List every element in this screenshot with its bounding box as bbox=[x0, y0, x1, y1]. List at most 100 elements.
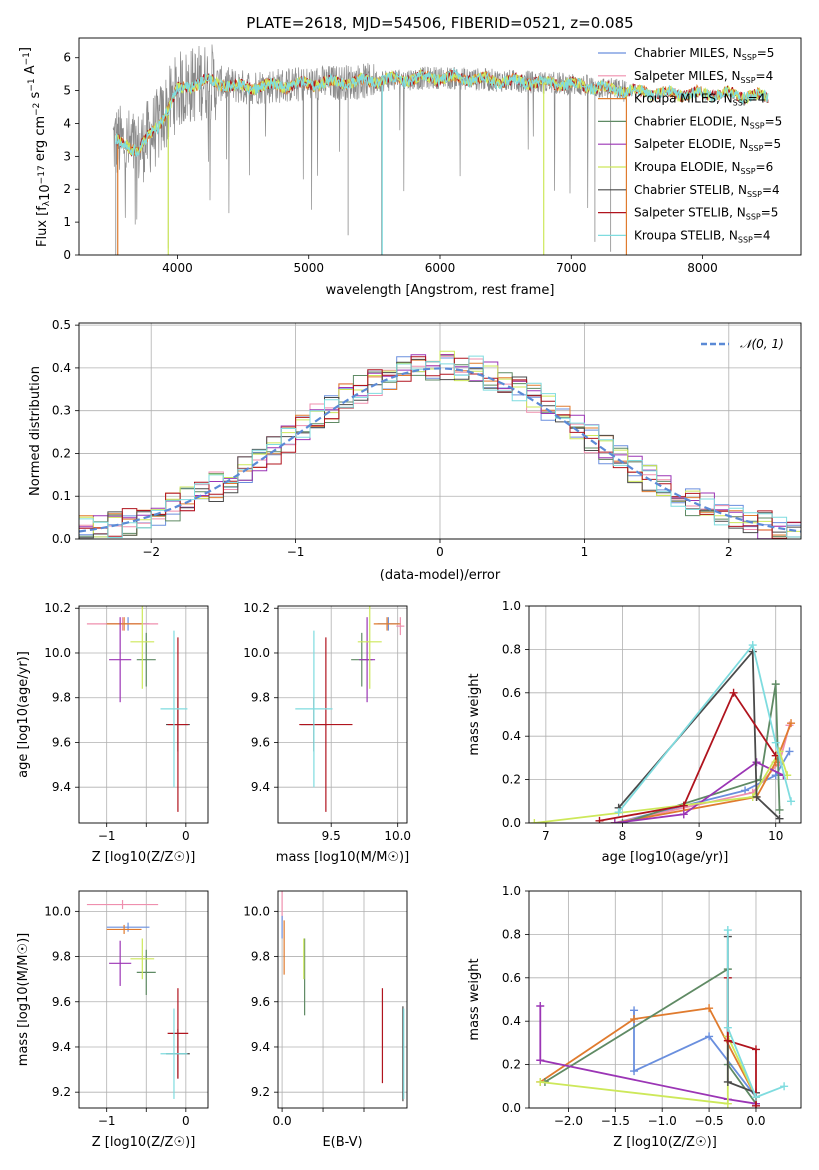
y-tick-label: 0.4 bbox=[502, 1014, 521, 1028]
weight-marker-kroupa-stelib bbox=[780, 1082, 789, 1091]
x-axis-label: Z [log10(Z/Z☉)] bbox=[92, 850, 196, 865]
plot-area bbox=[536, 926, 789, 1108]
weight-line-salpeter-elodie bbox=[539, 1006, 757, 1105]
y-tick-label: 0.4 bbox=[502, 729, 521, 743]
weight-line-kroupa-stelib bbox=[617, 643, 792, 813]
y-tick-label: 9.2 bbox=[52, 1085, 71, 1099]
legend-sub: SSP bbox=[741, 167, 756, 176]
legend-text: Salpeter ELODIE, N bbox=[634, 137, 748, 151]
y-tick-label: 0 bbox=[63, 248, 71, 262]
model-line-kroupa-stelib bbox=[115, 67, 769, 157]
weight-marker-chabrier-stelib bbox=[775, 814, 784, 823]
weight-marker-chabrier-miles bbox=[630, 1006, 639, 1015]
legend-text: Salpeter MILES, N bbox=[634, 69, 741, 83]
weight-marker-chabrier-stelib bbox=[752, 792, 761, 801]
ylabel-part: erg cm bbox=[33, 116, 48, 165]
x-tick-label: 0 bbox=[182, 829, 190, 843]
y-axis-label: mass [log10(M/M☉)] bbox=[16, 933, 31, 1066]
normal-curve-legend-label: 𝒩(0, 1) bbox=[740, 337, 784, 351]
x-tick-label: −2.0 bbox=[554, 1114, 583, 1128]
y-tick-label: 0.0 bbox=[502, 1101, 521, 1115]
plot-area bbox=[281, 891, 405, 1102]
y-tick-label: 10.0 bbox=[243, 646, 270, 660]
x-axis-label: age [log10(age/yr)] bbox=[602, 850, 729, 865]
figure-title: PLATE=2618, MJD=54506, FIBERID=0521, z=0… bbox=[246, 14, 633, 32]
x-tick-label: 9.5 bbox=[322, 829, 341, 843]
x-tick-label: −1 bbox=[98, 1114, 116, 1128]
mass-vs-ebv-panel: 0.0 9.2 9.4 9.6 9.8 10.0 E(B-V) bbox=[243, 890, 408, 1150]
y-tick-label: 0.8 bbox=[502, 642, 521, 656]
y-tick-label: 0.3 bbox=[52, 404, 71, 418]
x-tick-label: 0.0 bbox=[273, 1114, 292, 1128]
weight-marker-chabrier-elodie bbox=[618, 819, 627, 823]
legend-text: Kroupa MILES, N bbox=[634, 92, 733, 106]
y-tick-label: 9.8 bbox=[52, 691, 71, 705]
ylabel-part: A bbox=[23, 65, 38, 78]
x-tick-label: 10.0 bbox=[384, 829, 411, 843]
spectrum-lines bbox=[112, 44, 769, 255]
weight-marker-kroupa-elodie bbox=[536, 1077, 545, 1086]
weight-marker-kroupa-stelib bbox=[614, 808, 623, 817]
y-tick-label: 9.8 bbox=[251, 950, 270, 964]
histogram-series bbox=[79, 350, 801, 539]
x-tick-label: 8 bbox=[619, 829, 627, 843]
legend-tail: =5 bbox=[765, 114, 783, 128]
y-tick-label: 10.0 bbox=[44, 646, 71, 660]
histogram-salpeter-stelib bbox=[79, 356, 801, 539]
mass-weight-vs-Z-panel: −2.0 −1.5 −1.0 −0.5 0.0 0.0 0.2 0.4 0.6 0.8 1.0 Z [… bbox=[467, 884, 802, 1150]
x-tick-label: 5000 bbox=[293, 261, 324, 275]
y-tick-label: 0.6 bbox=[502, 971, 521, 985]
weight-marker-chabrier-elodie bbox=[775, 805, 784, 814]
weight-line-kroupa-miles bbox=[614, 722, 792, 823]
y-tick-label: 9.6 bbox=[251, 995, 270, 1009]
y-tick-label: 0.0 bbox=[502, 816, 521, 830]
y-tick-label: 0.1 bbox=[52, 489, 71, 503]
weight-marker-salpeter-stelib bbox=[679, 801, 688, 810]
legend-sub: SSP bbox=[741, 76, 756, 85]
y-tick-label: 10.2 bbox=[44, 601, 71, 615]
histogram-chabrier-stelib bbox=[79, 358, 801, 539]
y-tick-label: 9.4 bbox=[52, 780, 71, 794]
x-tick-label: 0 bbox=[182, 1114, 190, 1128]
x-tick-label: 9 bbox=[695, 829, 703, 843]
histogram-xlabel: (data-model)/error bbox=[380, 568, 501, 583]
ylabel-part: s bbox=[28, 91, 43, 102]
weight-marker-salpeter-stelib bbox=[751, 1045, 760, 1054]
weight-line-chabrier-miles bbox=[633, 1010, 757, 1098]
weight-marker-kroupa-stelib bbox=[751, 1093, 760, 1102]
x-tick-label: −0.5 bbox=[695, 1114, 724, 1128]
y-tick-label: 10.2 bbox=[243, 601, 270, 615]
x-axis-label: mass [log10(M/M☉)] bbox=[276, 850, 409, 865]
y-tick-label: 10.0 bbox=[243, 904, 270, 918]
legend-text: Kroupa ELODIE, N bbox=[634, 160, 741, 174]
x-tick-label: 7 bbox=[542, 829, 550, 843]
x-tick-label: 4000 bbox=[162, 261, 193, 275]
histogram-legend: 𝒩(0, 1) bbox=[701, 337, 784, 351]
age-vs-Z-panel: −1 0 9.4 9.6 9.8 10.0 10.2 Z [log10(Z/Z☉)] age [… bbox=[16, 601, 209, 865]
legend-tail: =4 bbox=[756, 69, 774, 83]
y-tick-label: 0.4 bbox=[52, 361, 71, 375]
axes-frame bbox=[277, 605, 408, 824]
weight-marker-kroupa-stelib bbox=[771, 738, 780, 747]
weight-marker-kroupa-miles bbox=[630, 1015, 639, 1024]
y-axis-label: mass weight bbox=[467, 958, 482, 1040]
axes-frame bbox=[528, 890, 802, 1109]
x-tick-label: 10 bbox=[768, 829, 783, 843]
weight-marker-salpeter-elodie bbox=[610, 819, 619, 823]
x-tick-label: −2 bbox=[142, 545, 160, 559]
legend-label: Chabrier ELODIE, NSSP=5 bbox=[634, 114, 782, 130]
y-tick-label: 5 bbox=[63, 84, 71, 98]
legend-sub: SSP bbox=[742, 53, 757, 62]
x-tick-label: 0 bbox=[436, 545, 444, 559]
legend-tail: =6 bbox=[756, 160, 774, 174]
ylabel-part: Flux [f bbox=[35, 206, 50, 247]
weight-marker-salpeter-stelib bbox=[595, 816, 604, 823]
x-tick-label: −1.5 bbox=[601, 1114, 630, 1128]
histogram-panel: −2 −1 0 1 2 0.0 0.1 0.2 0.3 0.4 0.5 (data-model)/e… bbox=[28, 318, 802, 583]
ylabel-part: −17 bbox=[37, 165, 47, 184]
plot-area bbox=[86, 900, 190, 1099]
legend-sub: SSP bbox=[748, 144, 763, 153]
y-tick-label: 9.4 bbox=[52, 1040, 71, 1054]
legend-tail: =4 bbox=[748, 92, 766, 106]
